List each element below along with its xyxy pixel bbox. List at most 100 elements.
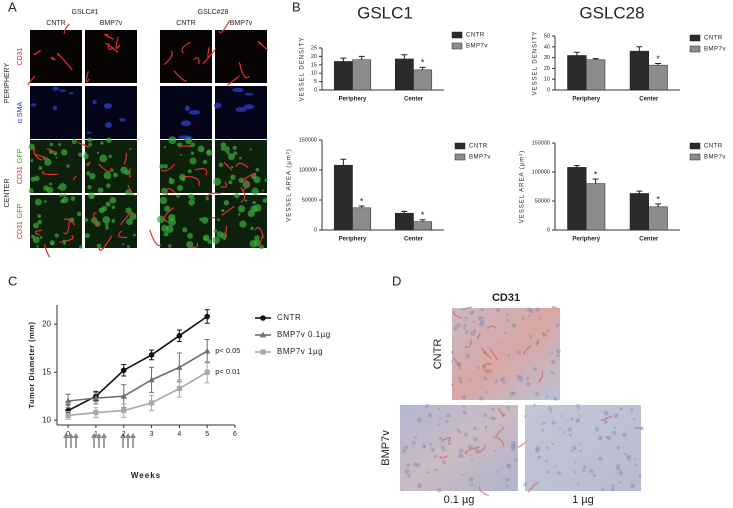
- ihc-nucleus: [441, 459, 447, 465]
- micrograph-cell: [32, 236, 40, 244]
- ihc-nucleus: [500, 376, 505, 382]
- ihc-nucleus: [429, 442, 432, 446]
- ihc-nucleus: [425, 403, 430, 408]
- ihc-nucleus: [576, 403, 580, 408]
- micrograph-vessel: [56, 52, 73, 71]
- micrograph-cell: [111, 205, 116, 210]
- ihc-nucleus: [546, 329, 550, 333]
- bar: [352, 207, 372, 231]
- ihc-nucleus: [549, 409, 553, 413]
- micrograph-vessel: [34, 229, 43, 236]
- micrograph-vessel: [123, 152, 128, 165]
- micrograph-vessel: [184, 175, 200, 187]
- micrograph-cell: [86, 131, 92, 134]
- ihc-stain: [482, 363, 492, 369]
- ihc-nucleus: [519, 375, 523, 378]
- micrograph-cell: [188, 193, 195, 200]
- micrograph-cell: [63, 242, 66, 245]
- x-tick-label: Center: [639, 237, 659, 243]
- ihc-nucleus: [436, 487, 442, 493]
- micrograph-cell: [201, 216, 209, 224]
- significance: *: [656, 54, 660, 64]
- micrograph-cell: [97, 187, 104, 194]
- ihc-nucleus: [510, 444, 516, 449]
- ihc-nucleus: [470, 459, 473, 462]
- error-bar: [592, 58, 599, 60]
- legend-label: CNTR: [277, 313, 301, 322]
- micrograph-vessel: [240, 172, 257, 183]
- ihc-nucleus: [415, 462, 421, 468]
- micrograph-cell: [213, 229, 218, 233]
- x-tick-label: Periphery: [572, 237, 600, 243]
- micrograph-vessel: [202, 48, 217, 65]
- row-label: BMP7v: [380, 430, 392, 466]
- ihc-nucleus: [511, 446, 516, 451]
- treatment-arrows: [63, 433, 136, 448]
- ihc-nucleus: [504, 331, 507, 335]
- micrograph-cell: [169, 177, 172, 180]
- ihc-nucleus: [473, 427, 477, 431]
- legend-swatch: [454, 153, 466, 161]
- micrograph-vessel: [194, 168, 208, 176]
- error-bar: [573, 165, 580, 168]
- micrograph-vessel: [257, 41, 269, 51]
- significance: *: [594, 169, 598, 179]
- ihc-nucleus: [483, 413, 488, 418]
- micrograph-vessel: [258, 234, 264, 246]
- ihc-nucleus: [578, 414, 581, 417]
- error-bar: [401, 210, 408, 214]
- bar: [333, 164, 353, 231]
- legend-label: CNTR: [466, 33, 485, 39]
- ihc-nucleus: [638, 474, 642, 478]
- x-axis-label: Weeks: [131, 471, 161, 480]
- micrograph-cell: [176, 194, 180, 198]
- y-axis-label: VESSEL DENSITY: [300, 37, 306, 102]
- micrograph-cell: [105, 201, 111, 207]
- y-tick-label: 25: [311, 45, 317, 51]
- micrograph-cell: [179, 173, 186, 181]
- y-tick-label: 0: [314, 227, 317, 233]
- ihc-nucleus: [568, 433, 572, 437]
- ihc-nucleus: [523, 482, 528, 487]
- ihc-nucleus: [555, 323, 560, 328]
- micrograph-cell: [232, 87, 244, 93]
- row-marker: GFP: [17, 149, 24, 164]
- ihc-nucleus: [577, 407, 581, 410]
- row-marker: CD31: [17, 221, 24, 239]
- micrograph-cell: [34, 198, 42, 206]
- micrograph-cell: [96, 243, 102, 249]
- micrograph-cell: [66, 164, 70, 168]
- micrograph: [30, 140, 82, 193]
- ihc-nucleus: [510, 441, 516, 447]
- ihc-stain: [538, 370, 544, 383]
- micrograph-vessel: [98, 163, 112, 173]
- y-tick-label: 40: [544, 44, 550, 50]
- y-axis-label: Tumor Diameter (mm): [27, 322, 36, 409]
- ihc-nucleus: [525, 376, 530, 381]
- ihc-nucleus: [469, 310, 475, 316]
- ihc-nucleus: [485, 370, 490, 375]
- micrograph-cell: [28, 188, 34, 194]
- ihc-nucleus: [598, 435, 603, 441]
- ihc-nucleus: [614, 426, 617, 429]
- micrograph: [160, 86, 212, 139]
- micrograph: [30, 86, 82, 139]
- dose-label: 0.1 µg: [444, 494, 475, 506]
- micrograph-cell: [50, 242, 54, 246]
- ihc-nucleus: [512, 391, 516, 395]
- bar: [394, 58, 414, 91]
- ihc-nucleus: [534, 448, 540, 454]
- legend-label: CNTR: [704, 36, 723, 42]
- micrograph-cell: [106, 183, 111, 189]
- ihc-nucleus: [597, 456, 603, 461]
- ihc-nucleus: [555, 348, 561, 354]
- x-tick-label: 3: [150, 431, 154, 438]
- ihc-nucleus: [403, 445, 408, 450]
- ihc-nucleus: [494, 449, 497, 453]
- ihc-stain: [541, 332, 548, 337]
- micrograph-cell: [163, 164, 168, 169]
- micrograph-cell: [197, 145, 205, 153]
- micrograph-cell: [239, 220, 247, 228]
- ihc-stain: [635, 426, 644, 431]
- micrograph-vessel: [72, 175, 77, 181]
